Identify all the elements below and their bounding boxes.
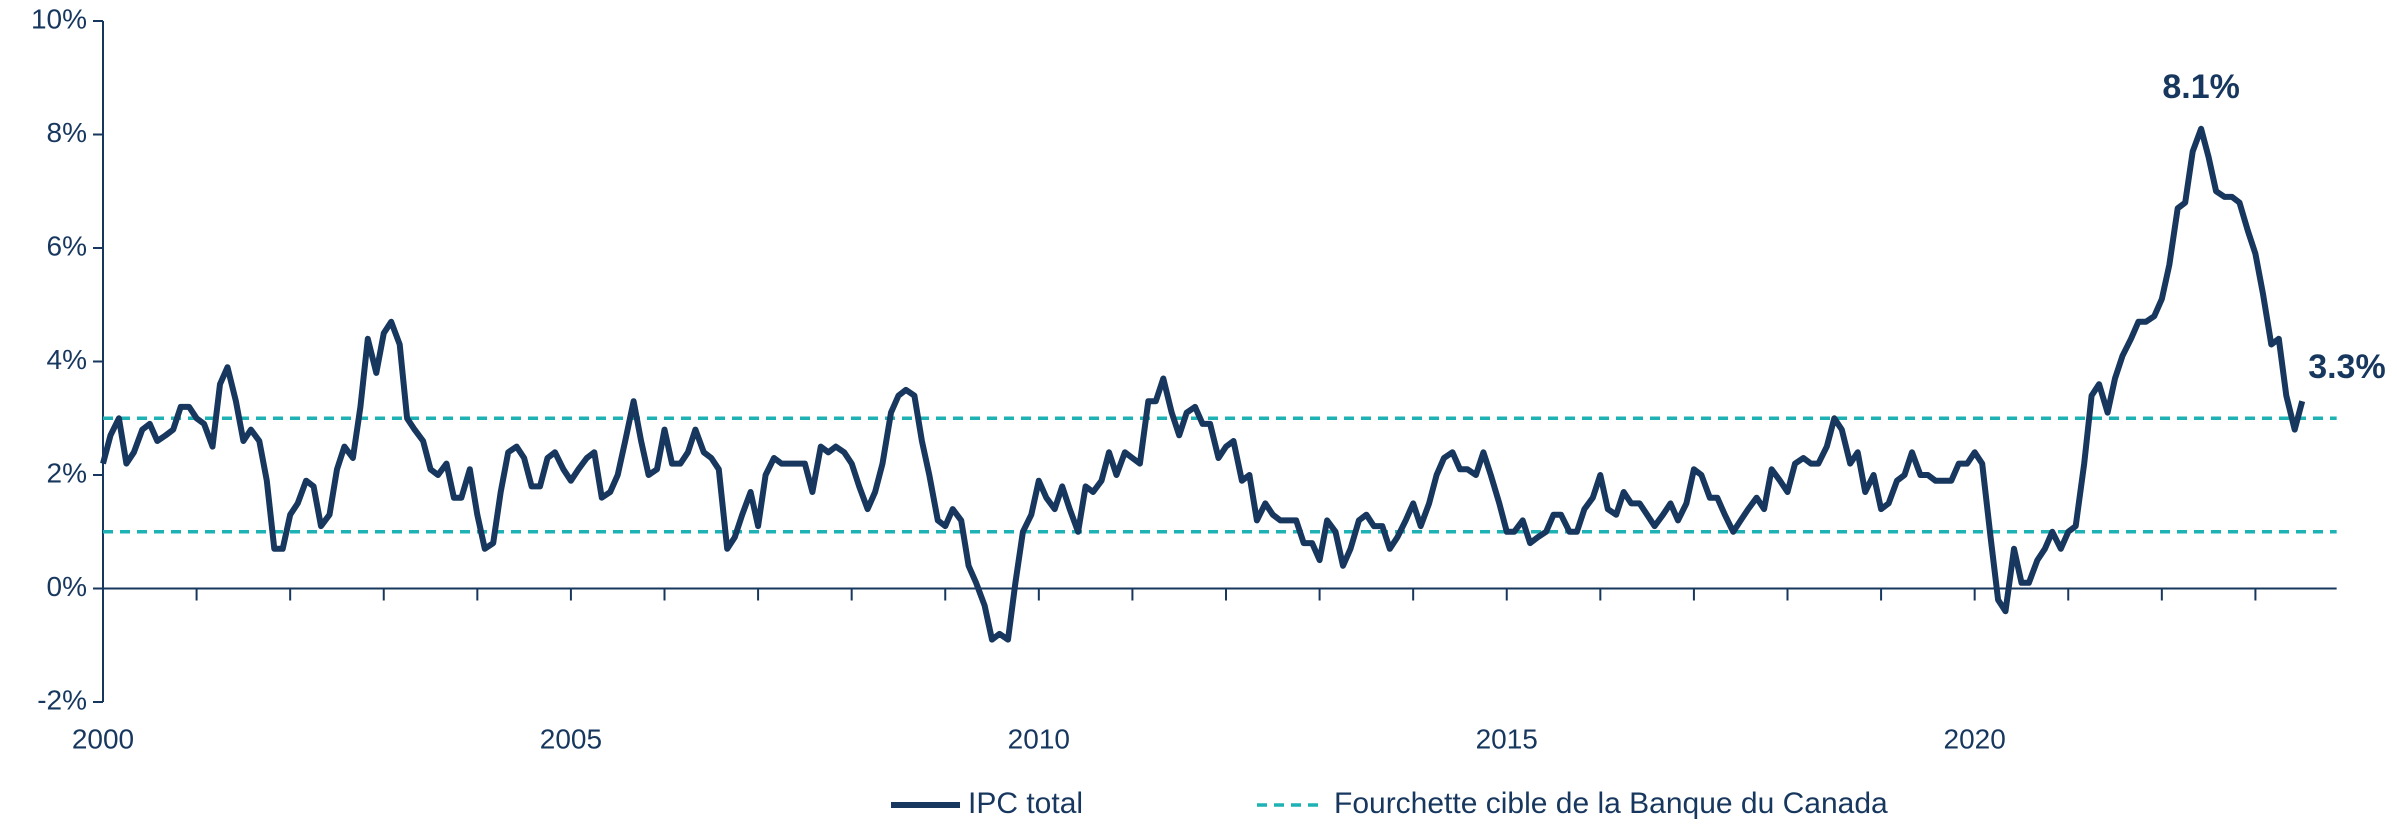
y-tick-label: 10% <box>31 3 87 34</box>
y-tick-label: 8% <box>47 117 87 148</box>
y-tick-label: -2% <box>37 684 87 715</box>
value-label: 8.1% <box>2162 68 2240 106</box>
y-tick-label: 2% <box>47 457 87 488</box>
y-tick-label: 6% <box>47 230 87 261</box>
value-label: 3.3% <box>2308 348 2386 386</box>
x-tick-label: 2000 <box>72 723 134 754</box>
x-tick-label: 2015 <box>1476 723 1538 754</box>
legend-label: IPC total <box>968 787 1083 819</box>
x-tick-label: 2005 <box>540 723 602 754</box>
legend-label: Fourchette cible de la Banque du Canada <box>1334 787 1888 819</box>
x-tick-label: 2010 <box>1008 723 1070 754</box>
y-tick-label: 0% <box>47 571 87 602</box>
x-tick-label: 2020 <box>1944 723 2006 754</box>
cpi-line <box>100 125 2306 643</box>
y-tick-label: 4% <box>47 344 87 375</box>
